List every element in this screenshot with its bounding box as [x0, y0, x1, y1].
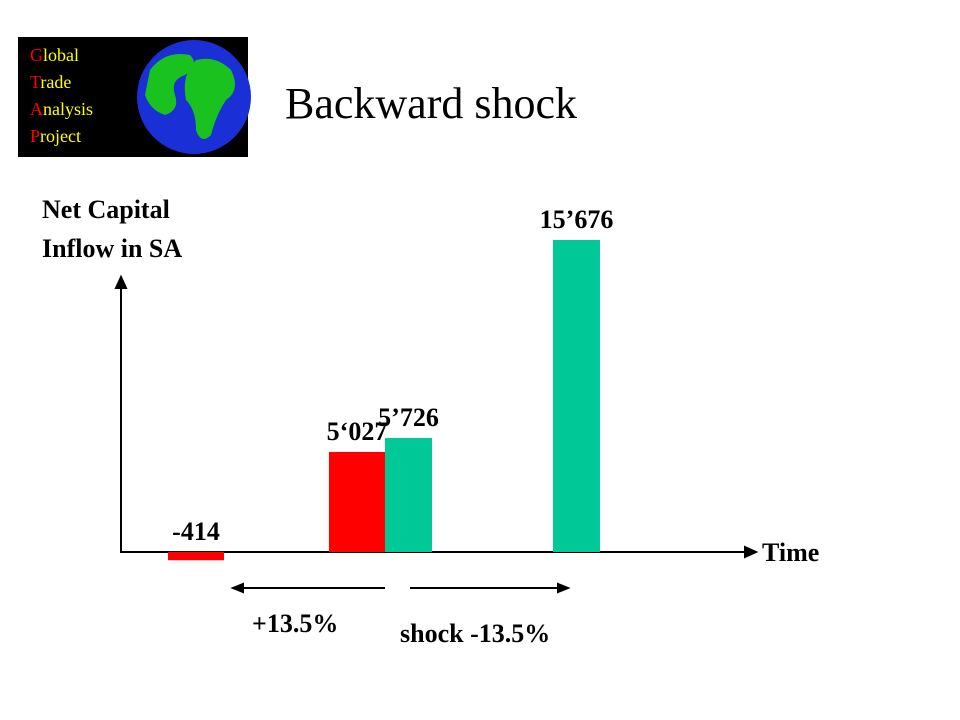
value-label: 15’676: [540, 205, 614, 234]
logo-line: Trade: [30, 72, 71, 92]
y-axis-arrow: [114, 274, 128, 289]
y-axis-label: Inflow in SA: [42, 234, 182, 263]
arrow-head: [557, 582, 571, 594]
value-label: 5’726: [378, 403, 439, 432]
slide-title: Backward shock: [285, 79, 577, 128]
value-label: -414: [172, 517, 220, 546]
x-axis-label: Time: [762, 538, 819, 567]
x-axis-arrow: [744, 545, 759, 559]
axes: [114, 274, 759, 594]
logo-line: Project: [30, 126, 81, 146]
logo-line: Analysis: [30, 99, 93, 119]
bar: [553, 240, 600, 552]
logo-line: Global: [30, 45, 79, 65]
bar: [168, 552, 224, 561]
arrow-head: [230, 582, 244, 594]
logo: Global Trade Analysis Project: [18, 37, 251, 157]
value-label: 5‘027: [327, 417, 388, 446]
globe-land: [145, 54, 235, 139]
y-axis-label: Net Capital: [42, 195, 170, 224]
annotation: +13.5%: [252, 609, 338, 638]
bar: [385, 438, 432, 552]
bar: [329, 451, 385, 552]
annotation: shock -13.5%: [400, 619, 550, 648]
